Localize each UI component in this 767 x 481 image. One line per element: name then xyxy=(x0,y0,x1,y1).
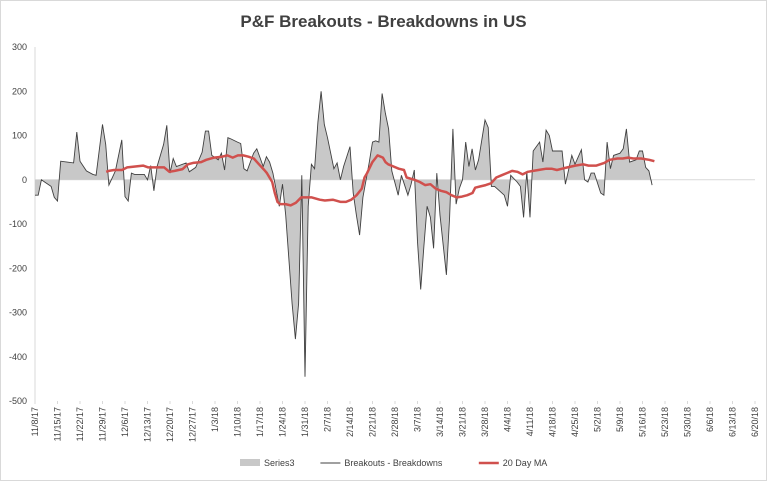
x-tick-label: 11/15/17 xyxy=(53,407,63,441)
series3-area xyxy=(35,91,653,377)
x-tick-label: 5/30/18 xyxy=(683,407,693,437)
x-tick-label: 12/13/17 xyxy=(143,407,153,442)
y-tick-label: 100 xyxy=(12,131,27,141)
legend-swatch-series3 xyxy=(240,459,260,466)
x-tick-label: 5/2/18 xyxy=(593,407,603,432)
x-tick-label: 12/27/17 xyxy=(188,407,198,442)
y-tick-label: 200 xyxy=(12,86,27,96)
x-tick-label: 1/3/18 xyxy=(210,407,220,432)
x-tick-label: 3/7/18 xyxy=(413,407,423,432)
x-tick-label: 11/29/17 xyxy=(98,407,108,441)
x-tick-label: 5/16/18 xyxy=(638,407,648,437)
x-tick-label: 11/22/17 xyxy=(75,407,85,441)
plot-area xyxy=(34,47,755,401)
y-tick-label: -200 xyxy=(9,263,27,273)
y-tick-label: -500 xyxy=(9,396,27,406)
y-tick-label: 300 xyxy=(12,42,27,52)
legend-label: 20 Day MA xyxy=(503,458,548,468)
legend: Series3 Breakouts - Breakdowns 20 Day MA xyxy=(240,458,547,468)
x-tick-label: 12/20/17 xyxy=(165,407,175,442)
x-tick-label: 11/8/17 xyxy=(30,407,40,436)
y-tick-label: 0 xyxy=(22,175,27,185)
y-tick-label: -400 xyxy=(9,352,27,362)
x-tick-label: 5/9/18 xyxy=(615,407,625,432)
x-tick-label: 6/20/18 xyxy=(750,407,760,437)
x-tick-label: 3/28/18 xyxy=(480,407,490,437)
x-tick-label: 4/4/18 xyxy=(503,407,513,432)
legend-label: Series3 xyxy=(264,458,295,468)
legend-label: Breakouts - Breakdowns xyxy=(344,458,443,468)
x-tick-label: 5/23/18 xyxy=(660,407,670,437)
x-axis-ticks: 11/8/17 11/15/17 11/22/17 11/29/17 12/6/17 12… xyxy=(30,401,760,442)
x-tick-label: 4/11/18 xyxy=(525,407,535,436)
x-tick-label: 2/7/18 xyxy=(323,407,333,432)
ma-20-day-line xyxy=(105,154,655,207)
x-tick-label: 2/21/18 xyxy=(368,407,378,437)
x-tick-label: 1/17/18 xyxy=(255,407,265,437)
breakouts-breakdowns-line xyxy=(35,91,653,377)
x-tick-label: 6/13/18 xyxy=(728,407,738,437)
x-tick-label: 2/14/18 xyxy=(345,407,355,437)
x-tick-label: 1/24/18 xyxy=(278,407,288,437)
x-tick-label: 12/6/17 xyxy=(120,407,130,437)
x-tick-label: 3/21/18 xyxy=(458,407,468,437)
y-tick-label: -100 xyxy=(9,219,27,229)
x-tick-label: 6/6/18 xyxy=(705,407,715,432)
x-tick-label: 2/28/18 xyxy=(390,407,400,437)
x-tick-label: 4/25/18 xyxy=(570,407,580,437)
x-tick-label: 1/10/18 xyxy=(233,407,243,437)
y-axis-ticks: 300 200 100 0 -100 -200 -300 -400 -500 xyxy=(9,42,27,406)
y-tick-label: -300 xyxy=(9,308,27,318)
x-tick-label: 4/18/18 xyxy=(548,407,558,437)
x-tick-label: 3/14/18 xyxy=(435,407,445,437)
chart-title: P&F Breakouts - Breakdowns in US xyxy=(240,12,527,31)
x-tick-label: 1/31/18 xyxy=(300,407,310,437)
